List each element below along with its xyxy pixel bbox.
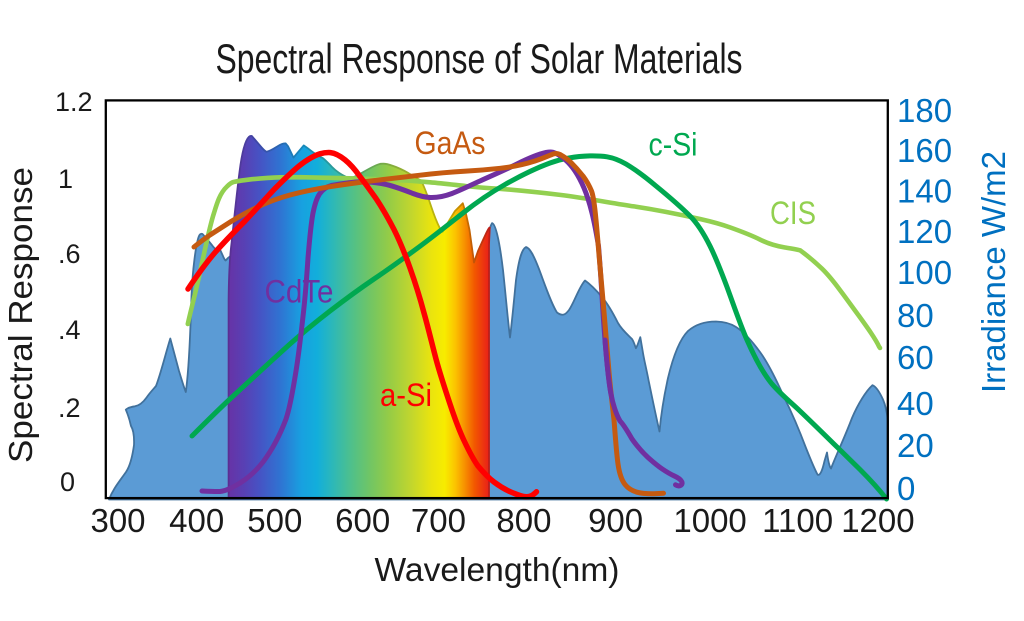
svg-text:500: 500 [247,502,302,539]
svg-text:120: 120 [897,213,952,250]
svg-text:800: 800 [496,502,551,539]
svg-text:80: 80 [897,297,934,334]
svg-text:900: 900 [588,502,643,539]
svg-text:400: 400 [169,502,224,539]
svg-text:CdTe: CdTe [265,274,334,310]
svg-text:160: 160 [897,132,952,169]
svg-text:100: 100 [897,254,952,291]
svg-text:700: 700 [411,502,466,539]
svg-text:Spectral Response of Solar Mat: Spectral Response of Solar Materials [216,35,743,82]
svg-text:0: 0 [60,467,75,497]
svg-text:CIS: CIS [770,195,816,231]
svg-text:a-Si: a-Si [380,377,432,413]
svg-text:60: 60 [897,339,934,376]
svg-text:180: 180 [897,92,952,129]
svg-text:Spectral Response: Spectral Response [2,167,39,463]
svg-text:.4: .4 [58,315,81,345]
svg-text:Wavelength(nm): Wavelength(nm) [375,551,620,588]
svg-text:.6: .6 [58,239,81,269]
svg-text:40: 40 [897,385,934,422]
svg-text:c-Si: c-Si [649,127,698,163]
svg-text:1.2: 1.2 [55,87,93,117]
svg-text:0: 0 [897,470,915,507]
svg-text:1: 1 [58,164,73,194]
svg-text:140: 140 [897,173,952,210]
svg-text:GaAs: GaAs [415,125,486,161]
svg-text:Irradiance W/m2: Irradiance W/m2 [975,151,1012,393]
svg-text:1100: 1100 [762,502,833,539]
svg-text:.2: .2 [58,393,81,423]
svg-text:20: 20 [897,427,934,464]
svg-text:600: 600 [335,502,390,539]
svg-text:1200: 1200 [841,502,914,539]
svg-text:300: 300 [90,502,145,539]
svg-text:1000: 1000 [673,502,746,539]
